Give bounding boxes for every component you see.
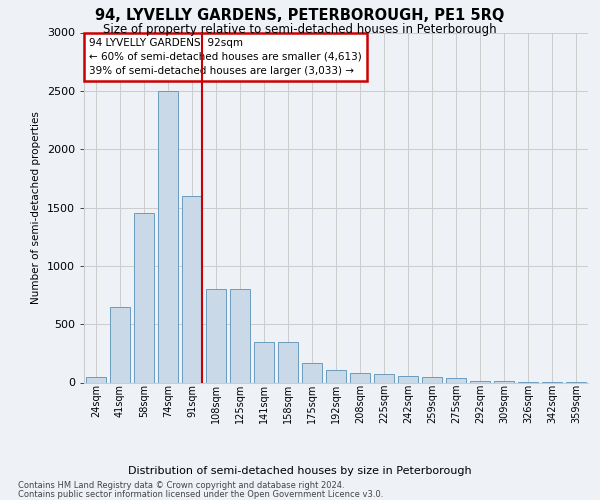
- Text: 94 LYVELLY GARDENS: 92sqm
← 60% of semi-detached houses are smaller (4,613)
39% : 94 LYVELLY GARDENS: 92sqm ← 60% of semi-…: [89, 38, 362, 76]
- Bar: [206, 289, 226, 382]
- Bar: [422, 377, 442, 382]
- Bar: [182, 196, 202, 382]
- Y-axis label: Number of semi-detached properties: Number of semi-detached properties: [31, 111, 41, 304]
- Bar: [470, 381, 490, 382]
- Text: Distribution of semi-detached houses by size in Peterborough: Distribution of semi-detached houses by …: [128, 466, 472, 476]
- Text: Contains public sector information licensed under the Open Government Licence v3: Contains public sector information licen…: [18, 490, 383, 499]
- Bar: [446, 378, 466, 382]
- Bar: [398, 376, 418, 382]
- Bar: [134, 214, 154, 382]
- Bar: [86, 376, 106, 382]
- Text: Size of property relative to semi-detached houses in Peterborough: Size of property relative to semi-detach…: [103, 22, 497, 36]
- Text: Contains HM Land Registry data © Crown copyright and database right 2024.: Contains HM Land Registry data © Crown c…: [18, 481, 344, 490]
- Bar: [254, 342, 274, 382]
- Text: 94, LYVELLY GARDENS, PETERBOROUGH, PE1 5RQ: 94, LYVELLY GARDENS, PETERBOROUGH, PE1 5…: [95, 8, 505, 22]
- Bar: [278, 342, 298, 382]
- Bar: [230, 289, 250, 382]
- Bar: [350, 373, 370, 382]
- Bar: [374, 374, 394, 382]
- Bar: [158, 91, 178, 382]
- Bar: [326, 370, 346, 382]
- Bar: [110, 306, 130, 382]
- Bar: [302, 362, 322, 382]
